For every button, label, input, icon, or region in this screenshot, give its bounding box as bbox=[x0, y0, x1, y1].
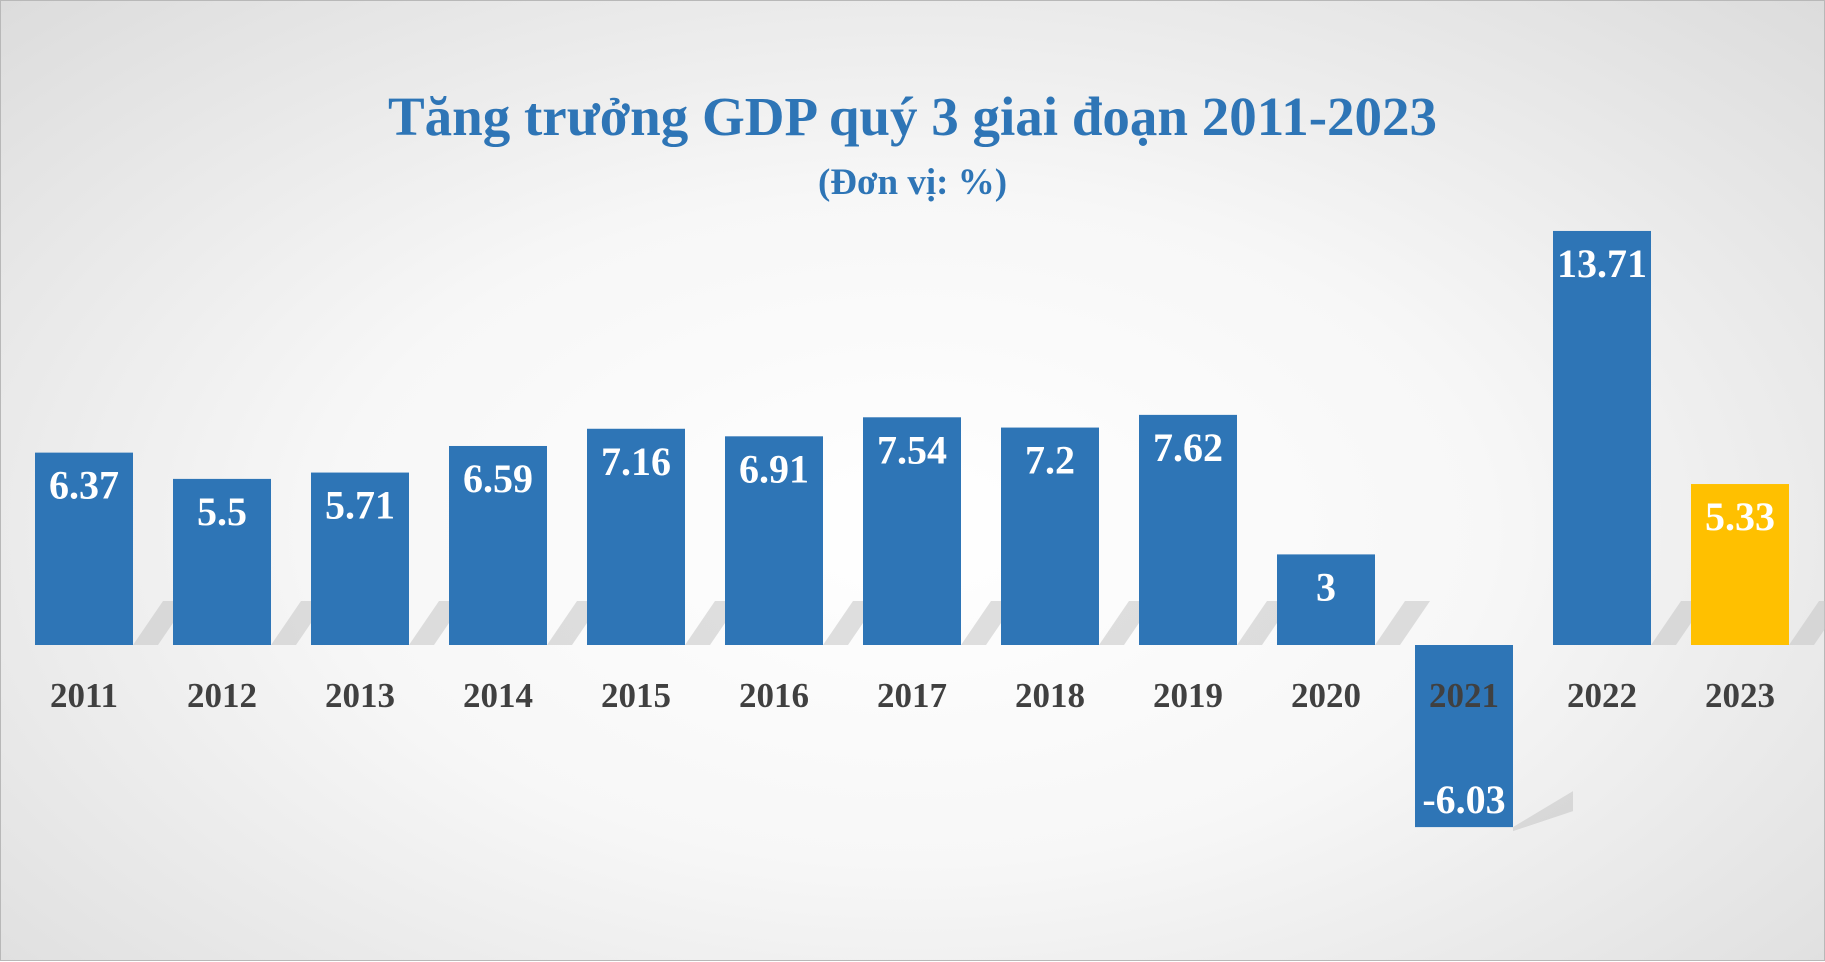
bar-2016 bbox=[725, 436, 823, 645]
value-label-2013: 5.71 bbox=[325, 483, 395, 528]
bar-2011 bbox=[35, 452, 133, 645]
value-label-2017: 7.54 bbox=[877, 427, 947, 472]
bar-2018 bbox=[1001, 427, 1099, 645]
x-tick-labels: 2011 2012 2013 2014 2015 2016 2017 2018 2019 2020… bbox=[50, 676, 1775, 715]
bar-2014 bbox=[449, 445, 547, 645]
bar-2023 bbox=[1691, 484, 1789, 645]
value-label-2021: -6.03 bbox=[1422, 777, 1505, 822]
bar-value-labels: 6.37 5.5 5.71 6.59 7.16 6.91 7.54 7.2 7.62 3 -6.03… bbox=[49, 241, 1775, 822]
chart-title: Tăng trưởng GDP quý 3 giai đoạn 2011-202… bbox=[387, 86, 1438, 147]
bar-2013 bbox=[311, 472, 409, 645]
value-label-2019: 7.62 bbox=[1153, 425, 1223, 470]
x-tick-label-2016: 2016 bbox=[739, 676, 809, 715]
x-tick-label-2023: 2023 bbox=[1705, 676, 1775, 715]
x-tick-label-2017: 2017 bbox=[877, 676, 947, 715]
value-label-2022: 13.71 bbox=[1557, 241, 1647, 286]
bar-shadow-2020 bbox=[1375, 601, 1430, 645]
x-tick-label-2013: 2013 bbox=[325, 676, 395, 715]
bar-shadow-2023 bbox=[1789, 601, 1825, 645]
x-tick-label-2022: 2022 bbox=[1567, 676, 1637, 715]
value-label-2015: 7.16 bbox=[601, 439, 671, 484]
x-tick-label-2011: 2011 bbox=[50, 676, 118, 715]
bar-shadow-2021 bbox=[1513, 791, 1573, 832]
value-label-2016: 6.91 bbox=[739, 446, 809, 491]
value-label-2012: 5.5 bbox=[197, 489, 247, 534]
x-tick-label-2020: 2020 bbox=[1291, 676, 1361, 715]
chart-subtitle: (Đơn vị: %) bbox=[817, 162, 1008, 203]
x-tick-label-2012: 2012 bbox=[187, 676, 257, 715]
bar-2021 bbox=[1415, 645, 1513, 828]
x-tick-label-2018: 2018 bbox=[1015, 676, 1085, 715]
value-label-2020: 3 bbox=[1316, 564, 1336, 609]
bar-2012 bbox=[173, 478, 271, 645]
x-tick-label-2015: 2015 bbox=[601, 676, 671, 715]
x-tick-label-2014: 2014 bbox=[463, 676, 533, 715]
value-label-2014: 6.59 bbox=[463, 456, 533, 501]
bar-2022 bbox=[1553, 230, 1651, 645]
x-tick-label-2019: 2019 bbox=[1153, 676, 1223, 715]
value-label-2011: 6.37 bbox=[49, 463, 119, 508]
value-label-2018: 7.2 bbox=[1025, 438, 1075, 483]
bars bbox=[35, 230, 1789, 828]
bar-2015 bbox=[587, 428, 685, 645]
bar-2019 bbox=[1139, 414, 1237, 645]
value-label-2023: 5.33 bbox=[1705, 494, 1775, 539]
bar-2020 bbox=[1277, 554, 1375, 645]
bar-2017 bbox=[863, 417, 961, 645]
x-tick-label-2021: 2021 bbox=[1429, 676, 1499, 715]
